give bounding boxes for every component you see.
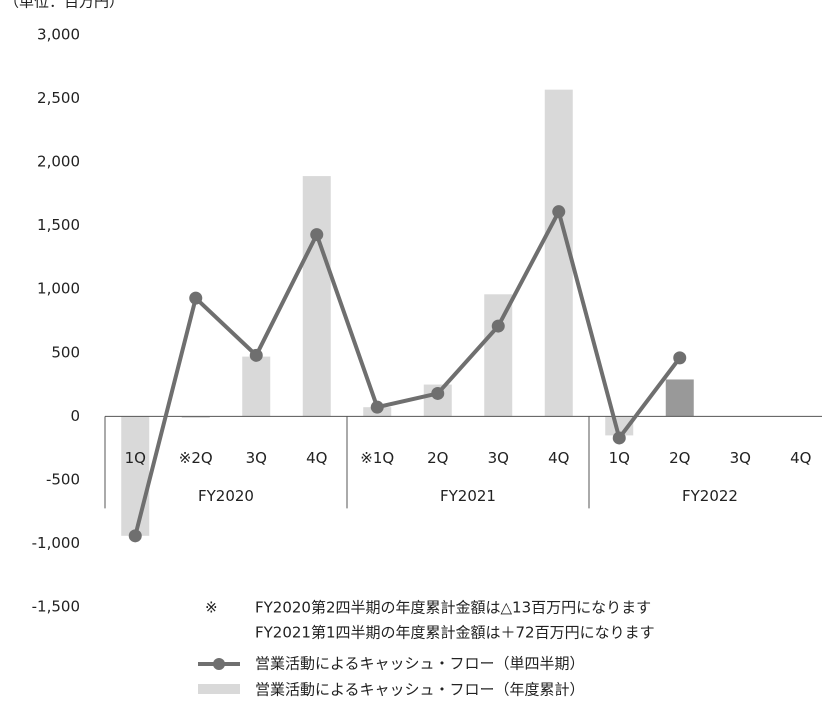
legend-label: 営業活動によるキャッシュ・フロー（単四半期） [255, 655, 585, 673]
point [128, 529, 142, 543]
point [310, 228, 324, 242]
y-tick-label: 1,500 [37, 216, 80, 234]
legend-swatch [213, 658, 225, 670]
x-tick-label: 3Q [730, 449, 751, 467]
y-tick-label: -1,000 [32, 534, 80, 552]
y-tick-label: 2,000 [37, 153, 80, 171]
point [431, 386, 445, 400]
x-tick-label: ※1Q [360, 449, 394, 467]
point [370, 400, 384, 414]
x-tick-label: 4Q [548, 449, 569, 467]
y-tick-label: 1,000 [37, 280, 80, 298]
point [673, 351, 687, 365]
point [249, 348, 263, 362]
point [491, 319, 505, 333]
unit-label: （単位：百万円） [4, 0, 124, 11]
x-tick-label: 2Q [427, 449, 448, 467]
x-tick-label: 2Q [669, 449, 690, 467]
note: FY2021第1四半期の年度累計金額は＋72百万円になります [255, 624, 655, 642]
note-mark: ※ [205, 599, 218, 617]
group-label: FY2020 [198, 487, 254, 505]
point [189, 291, 203, 305]
bar [484, 294, 513, 417]
x-tick-label: ※2Q [179, 449, 213, 467]
y-tick-label: 500 [51, 343, 80, 361]
y-tick-label: 3,000 [37, 26, 80, 44]
bar [121, 416, 150, 536]
group-label: FY2022 [682, 487, 738, 505]
x-tick-label: 1Q [125, 449, 146, 467]
point [552, 205, 566, 219]
bar [181, 416, 210, 418]
bar [242, 356, 271, 417]
point [612, 431, 626, 445]
y-tick-label: 0 [70, 407, 80, 425]
x-tick-label: 3Q [246, 449, 267, 467]
y-tick-label: 2,500 [37, 89, 80, 107]
group-label: FY2021 [440, 487, 496, 505]
legend-label: 営業活動によるキャッシュ・フロー（年度累計） [255, 681, 585, 699]
x-tick-label: 4Q [306, 449, 327, 467]
legend-swatch [198, 684, 240, 694]
x-tick-label: 3Q [488, 449, 509, 467]
x-tick-label: 1Q [609, 449, 630, 467]
bar [302, 176, 331, 417]
note: FY2020第2四半期の年度累計金額は△13百万円になります [255, 599, 651, 617]
y-tick-label: -1,500 [32, 598, 80, 616]
y-tick-label: -500 [46, 470, 80, 488]
line [133, 206, 682, 537]
x-tick-label: 4Q [790, 449, 811, 467]
bar [665, 379, 694, 417]
